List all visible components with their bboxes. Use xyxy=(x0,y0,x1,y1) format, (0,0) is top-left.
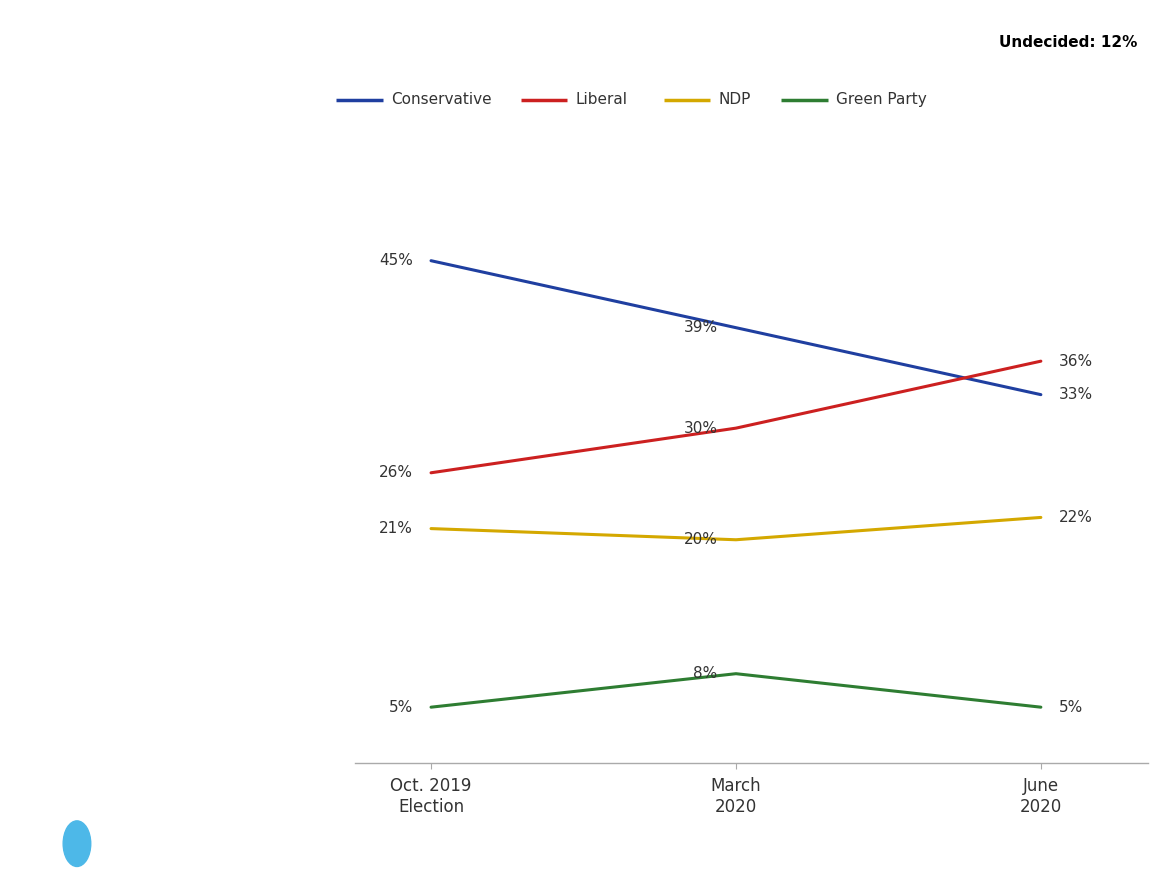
Text: 36%: 36% xyxy=(1059,353,1094,368)
Text: 21%: 21% xyxy=(379,521,412,536)
Text: Base:  All respondents (N=1,000): Base: All respondents (N=1,000) xyxy=(29,724,239,737)
Text: Conservative: Conservative xyxy=(391,92,492,107)
Text: 33%: 33% xyxy=(1059,387,1094,403)
Text: 30%: 30% xyxy=(684,421,718,436)
Ellipse shape xyxy=(63,821,91,866)
Text: 20%: 20% xyxy=(684,532,718,547)
Text: Liberal: Liberal xyxy=(576,92,628,107)
Text: NDP: NDP xyxy=(719,92,751,107)
Text: SUPPORT IN: SUPPORT IN xyxy=(29,153,208,180)
Text: TRACKING: TRACKING xyxy=(29,320,165,344)
Text: O: O xyxy=(70,810,84,829)
Text: Green Party: Green Party xyxy=(836,92,926,107)
Text: 5%: 5% xyxy=(389,700,412,715)
Text: 39%: 39% xyxy=(684,320,718,335)
Text: 8%: 8% xyxy=(693,667,718,681)
Text: 26%: 26% xyxy=(378,466,412,481)
Text: Q4. “Now turning to federal politics
for a minute. If a federal election
were he: Q4. “Now turning to federal politics for… xyxy=(29,408,246,540)
Text: 22%: 22% xyxy=(1059,510,1093,525)
Text: 5%: 5% xyxy=(1059,700,1083,715)
Text: BE RESEARCH INC.: BE RESEARCH INC. xyxy=(96,810,269,829)
Text: 45%: 45% xyxy=(379,253,412,268)
Text: PR: PR xyxy=(29,810,54,829)
Text: MANITOBA: MANITOBA xyxy=(29,228,189,254)
Text: FEDERAL PARTY: FEDERAL PARTY xyxy=(29,79,265,105)
Text: Undecided: 12%: Undecided: 12% xyxy=(999,35,1138,51)
